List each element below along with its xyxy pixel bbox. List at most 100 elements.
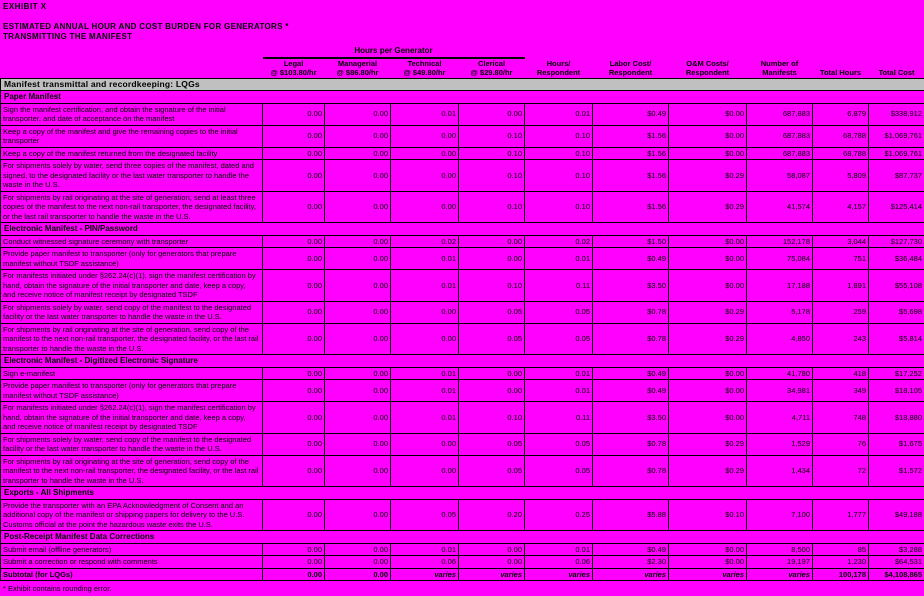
value-cell: 687,883 <box>747 147 813 160</box>
value-cell: 41,780 <box>747 367 813 380</box>
value-cell: $1.56 <box>593 125 669 147</box>
value-cell: 0.00 <box>325 433 391 455</box>
subtotal-value-cell: 100,178 <box>813 568 869 581</box>
value-cell: $18,880 <box>869 402 924 434</box>
value-cell: $125,414 <box>869 191 924 223</box>
value-cell: $1,069,761 <box>869 147 924 160</box>
value-cell: $55,108 <box>869 270 924 302</box>
value-cell: 0.01 <box>391 248 459 270</box>
value-cell: 0.00 <box>325 147 391 160</box>
value-cell: $5,814 <box>869 323 924 355</box>
value-cell: 17,188 <box>747 270 813 302</box>
value-cell: 85 <box>813 543 869 556</box>
row-label: Conduct witnessed signature ceremony wit… <box>1 235 263 248</box>
value-cell: 0.10 <box>525 191 593 223</box>
blank-header-cell <box>525 46 924 58</box>
value-cell: 0.00 <box>325 103 391 125</box>
row-label: For manifests initiated under §262.24(c)… <box>1 270 263 302</box>
value-cell: $1.56 <box>593 147 669 160</box>
subtotal-value-cell: $4,108,865 <box>869 568 924 581</box>
table-row: Provide paper manifest to transporter (o… <box>1 380 924 402</box>
value-cell: 6,879 <box>813 103 869 125</box>
value-cell: 0.10 <box>459 147 525 160</box>
section-header-row: Exports - All Shipments <box>1 487 924 500</box>
value-cell: 0.00 <box>325 367 391 380</box>
value-cell: $49,188 <box>869 499 924 531</box>
section-header: Electronic Manifest - Digitized Electron… <box>1 355 924 368</box>
value-cell: $0.10 <box>669 499 747 531</box>
value-cell: 0.00 <box>459 543 525 556</box>
value-cell: 0.00 <box>325 301 391 323</box>
table-title-band-row: Manifest transmittal and recordkeeping: … <box>1 78 924 91</box>
blank-header-cell <box>1 58 263 79</box>
value-cell: 0.00 <box>325 125 391 147</box>
value-cell: 0.01 <box>391 103 459 125</box>
value-cell: 0.00 <box>325 248 391 270</box>
value-cell: 0.05 <box>459 433 525 455</box>
value-cell: 0.02 <box>525 235 593 248</box>
row-label: For shipments by rail originating at the… <box>1 455 263 487</box>
table-row: Provide paper manifest to transporter (o… <box>1 248 924 270</box>
value-cell: 0.00 <box>325 402 391 434</box>
value-cell: $3.50 <box>593 402 669 434</box>
value-cell: $0.00 <box>669 125 747 147</box>
value-cell: 0.00 <box>459 556 525 569</box>
value-cell: 0.10 <box>459 402 525 434</box>
value-cell: 0.11 <box>525 402 593 434</box>
col-header-managerial: Managerial@ $86.80/hr <box>325 58 391 79</box>
value-cell: 34,981 <box>747 380 813 402</box>
value-cell: 0.00 <box>325 323 391 355</box>
value-cell: 68,788 <box>813 125 869 147</box>
value-cell: 0.00 <box>263 147 325 160</box>
value-cell: 68,788 <box>813 147 869 160</box>
section-header-row: Electronic Manifest - PIN/Password <box>1 223 924 236</box>
value-cell: 0.01 <box>391 270 459 302</box>
value-cell: $0.29 <box>669 160 747 192</box>
table-row: Submit a correction or respond with comm… <box>1 556 924 569</box>
value-cell: 0.00 <box>263 301 325 323</box>
value-cell: $0.49 <box>593 103 669 125</box>
col-header-om-costs-respondent: O&M Costs/Respondent <box>669 58 747 79</box>
row-label: For shipments by rail originating at the… <box>1 191 263 223</box>
value-cell: $0.29 <box>669 323 747 355</box>
col-header-hours-respondent: Hours/Respondent <box>525 58 593 79</box>
table-row: Conduct witnessed signature ceremony wit… <box>1 235 924 248</box>
value-cell: 0.00 <box>459 380 525 402</box>
col-header-total-cost: Total Cost <box>869 58 924 79</box>
value-cell: 1,529 <box>747 433 813 455</box>
value-cell: 0.05 <box>459 301 525 323</box>
value-cell: 0.02 <box>391 235 459 248</box>
value-cell: 0.01 <box>525 380 593 402</box>
value-cell: 0.05 <box>525 323 593 355</box>
value-cell: 0.25 <box>525 499 593 531</box>
value-cell: 0.00 <box>263 433 325 455</box>
value-cell: 58,087 <box>747 160 813 192</box>
subtotal-value-cell: varies <box>669 568 747 581</box>
subtotal-value-cell: 0.00 <box>263 568 325 581</box>
table-row: For shipments solely by water, send copy… <box>1 301 924 323</box>
table-row: For shipments by rail originating at the… <box>1 455 924 487</box>
value-cell: 4,157 <box>813 191 869 223</box>
value-cell: $5.88 <box>593 499 669 531</box>
value-cell: $0.49 <box>593 248 669 270</box>
value-cell: $17,252 <box>869 367 924 380</box>
value-cell: 0.00 <box>391 433 459 455</box>
value-cell: 0.00 <box>263 248 325 270</box>
value-cell: 0.00 <box>263 191 325 223</box>
burden-table: Hours per Generator Legal@ $103.80/hr Ma… <box>0 46 924 581</box>
value-cell: $2.30 <box>593 556 669 569</box>
subtotal-value-cell: varies <box>391 568 459 581</box>
section-header: Paper Manifest <box>1 91 924 104</box>
value-cell: $0.29 <box>669 191 747 223</box>
value-cell: 349 <box>813 380 869 402</box>
value-cell: 0.05 <box>525 433 593 455</box>
row-label: For shipments by rail originating at the… <box>1 323 263 355</box>
subtotal-value-cell: varies <box>459 568 525 581</box>
row-label: For shipments solely by water, send copy… <box>1 433 263 455</box>
value-cell: 1,230 <box>813 556 869 569</box>
value-cell: 0.01 <box>525 367 593 380</box>
value-cell: 0.00 <box>263 323 325 355</box>
value-cell: 0.00 <box>391 455 459 487</box>
value-cell: 1,777 <box>813 499 869 531</box>
